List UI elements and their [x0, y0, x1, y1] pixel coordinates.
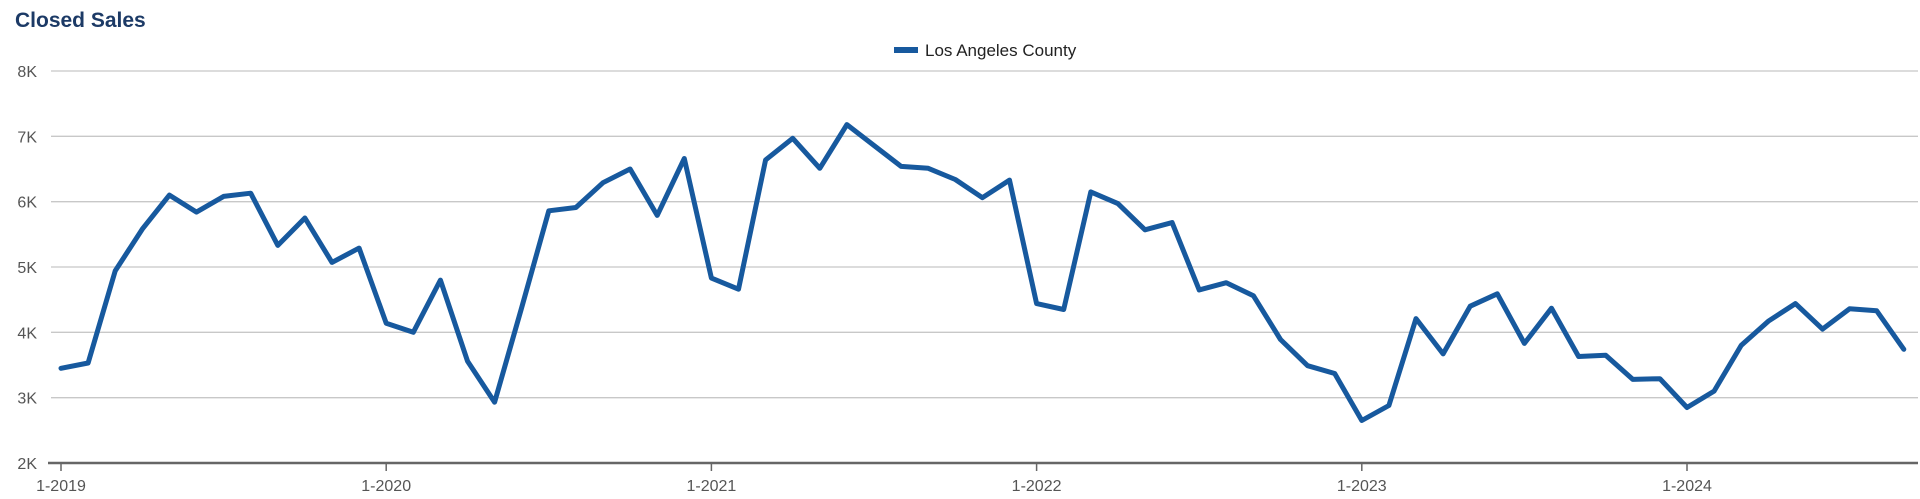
y-tick-label: 3K [17, 391, 37, 408]
legend-item[interactable]: Los Angeles County [894, 41, 1077, 60]
x-tick-label: 1-2023 [1337, 478, 1387, 495]
y-tick-label: 7K [17, 129, 37, 146]
x-tick-label: 1-2022 [1012, 478, 1062, 495]
y-tick-label: 2K [17, 456, 37, 473]
x-tick-label: 1-2019 [36, 478, 86, 495]
legend-swatch [894, 47, 918, 53]
legend[interactable]: Los Angeles County [894, 41, 1077, 60]
chart-title: Closed Sales [15, 9, 146, 32]
x-tick-label: 1-2020 [361, 478, 411, 495]
x-tick-label: 1-2021 [686, 478, 736, 495]
y-tick-label: 6K [17, 195, 37, 212]
y-tick-label: 4K [17, 325, 37, 342]
gridlines [51, 70, 1918, 399]
series-line [58, 122, 1907, 423]
y-tick-label: 8K [17, 64, 37, 81]
x-tick-label: 1-2024 [1662, 478, 1712, 495]
y-axis-tick-labels: 2K 3K 4K 5K 6K 7K 8K [17, 64, 37, 473]
y-tick-label: 5K [17, 260, 37, 277]
series-lines [58, 122, 1907, 423]
x-axis: 1-2019 1-2020 1-2021 1-2022 1-2023 1-2024 [36, 461, 1918, 495]
legend-label: Los Angeles County [925, 41, 1077, 60]
